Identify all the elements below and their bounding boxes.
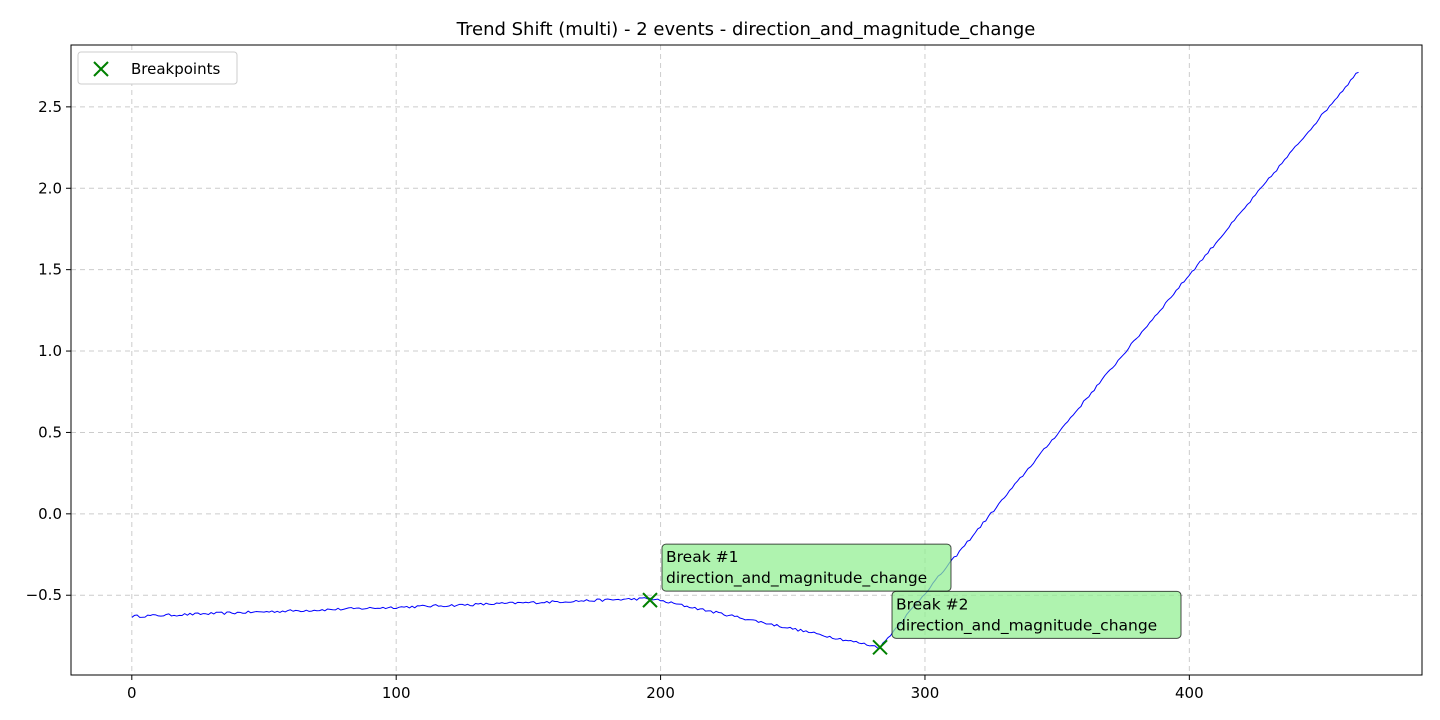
y-tick-label: 2.5 [38, 98, 62, 116]
x-tick-label: 0 [127, 684, 137, 702]
x-tick-label: 300 [911, 684, 940, 702]
y-tick-label: 2.0 [38, 179, 62, 197]
axes: 0 100 200 300 400 −0.5 0.0 0.5 1.0 1.5 2.0 2.5 [26, 98, 1204, 702]
annotation-box [661, 543, 952, 592]
legend-x-marker-icon [93, 61, 109, 77]
y-tick-label: 0.5 [38, 423, 62, 441]
breakpoint-annotation: Break #1 direction_and_magnitude_change [661, 543, 952, 592]
breakpoint-marker [642, 592, 658, 608]
plot-area-frame [70, 44, 1423, 676]
series-line [131, 71, 1359, 650]
x-tick-label: 400 [1175, 684, 1204, 702]
annotation-title: Break #2 [896, 595, 968, 613]
legend-label-breakpoints: Breakpoints [131, 60, 220, 78]
annotation-title: Break #1 [666, 548, 738, 566]
chart-title: Trend Shift (multi) - 2 events - directi… [456, 19, 1036, 40]
series-layer [131, 71, 1359, 650]
annotation-detail: direction_and_magnitude_change [666, 569, 927, 588]
breakpoint-marker [872, 639, 888, 656]
breakpoint-annotation: Break #2 direction_and_magnitude_change [891, 590, 1182, 639]
breakpoint-annotations: Break #1direction_and_magnitude_changeBr… [661, 543, 1182, 639]
grid [71, 45, 1422, 675]
breakpoint-markers [642, 592, 888, 656]
x-tick-label: 100 [382, 684, 411, 702]
x-tick-label: 200 [646, 684, 675, 702]
annotation-box [891, 590, 1182, 639]
legend-box [77, 51, 238, 85]
y-tick-label: 1.5 [38, 261, 62, 279]
legend: Breakpoints [77, 51, 238, 85]
annotation-detail: direction_and_magnitude_change [896, 616, 1157, 635]
y-tick-label: 0.0 [38, 505, 62, 523]
y-tick-label: −0.5 [26, 586, 62, 604]
y-tick-label: 1.0 [38, 342, 62, 360]
